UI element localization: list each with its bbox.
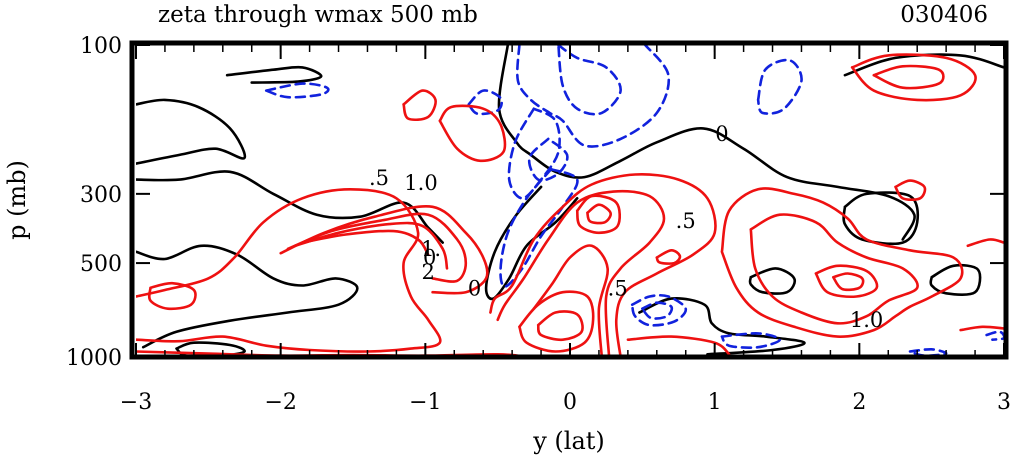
y-tick-label-0: 100 <box>80 34 122 59</box>
contour-line-positive-34 <box>301 229 430 256</box>
contour-line-zero-3 <box>136 244 359 349</box>
contour-label-6: 0 <box>468 277 481 301</box>
x-tick-label-6: 3 <box>997 390 1011 415</box>
contour-line-negative-20 <box>630 293 688 327</box>
contour-line-positive-39 <box>536 310 584 342</box>
contour-label-5: 2 <box>422 260 435 284</box>
contour-line-positive-30 <box>872 64 945 90</box>
contour-line-positive-25 <box>136 188 442 353</box>
contour-line-negative-16 <box>527 137 569 182</box>
x-axis-ticks: −3 −2 −1 0 1 2 3 <box>120 45 1011 415</box>
contour-line-positive-44 <box>749 213 919 325</box>
contour-line-negative-15 <box>557 45 622 116</box>
contour-line-zero-7 <box>638 297 806 356</box>
contour-line-negative-13 <box>499 167 579 288</box>
contour-line-negative-22 <box>720 332 782 349</box>
contour-line-positive-46 <box>832 272 865 292</box>
chart-title: zeta through wmax 500 mb <box>158 2 478 28</box>
contour-line-zero-4 <box>136 98 247 165</box>
contour-line-positive-41 <box>586 203 612 225</box>
contour-label-3: .5 <box>676 209 696 233</box>
contour-line-positive-48 <box>894 179 927 202</box>
contour-line-positive-29 <box>850 53 977 102</box>
contour-line-negative-17 <box>264 82 330 99</box>
contour-line-zero-8 <box>842 191 920 246</box>
contour-line-positive-36 <box>496 189 666 357</box>
contour-line-positive-28 <box>147 281 197 311</box>
contour-line-positive-47 <box>655 249 682 265</box>
contour-line-positive-33 <box>293 221 449 270</box>
contour-label-8: .5 <box>608 277 628 301</box>
y-axis-label: p (mb) <box>3 160 31 240</box>
y-tick-label-3: 1000 <box>66 346 122 371</box>
contour-line-zero-10 <box>929 263 982 296</box>
contour-line-positive-38 <box>518 290 595 353</box>
date-label: 030406 <box>900 2 988 28</box>
x-tick-label-4: 1 <box>708 390 722 415</box>
contour-line-zero-2 <box>136 170 444 244</box>
x-axis-label: y (lat) <box>532 427 605 455</box>
contour-label-4: 1. <box>421 237 441 261</box>
contour-line-zero-6 <box>843 53 1004 77</box>
y-axis-ticks: 100 300 500 1000 <box>66 34 1004 371</box>
contour-line-positive-37 <box>532 244 609 357</box>
contour-line-positive-45 <box>814 264 879 299</box>
y-tick-label-1: 300 <box>80 183 122 208</box>
contour-line-positive-32 <box>286 212 468 283</box>
contour-label-1: 1.0 <box>404 171 437 195</box>
contour-line-positive-49 <box>966 238 1004 248</box>
x-tick-label-1: −2 <box>264 390 296 415</box>
contour-line-positive-50 <box>959 325 1004 332</box>
x-tick-label-5: 2 <box>852 390 866 415</box>
contour-line-positive-51 <box>626 335 731 356</box>
y-tick-label-2: 500 <box>80 252 122 277</box>
contour-label-0: .5 <box>369 166 389 190</box>
contour-line-negative-19 <box>467 89 504 116</box>
contour-line-negative-24 <box>985 330 1004 341</box>
contour-line-zero-5 <box>225 65 323 84</box>
x-tick-label-0: −3 <box>120 390 152 415</box>
contour-line-negative-14 <box>507 107 561 200</box>
contour-line-zero-9 <box>748 267 796 295</box>
contour-line-positive-43 <box>720 187 964 338</box>
contour-line-positive-27 <box>402 89 437 122</box>
contour-line-negative-18 <box>756 58 803 115</box>
contour-line-positive-26 <box>438 104 507 163</box>
contour-line-positive-31 <box>279 204 489 295</box>
contour-label-7: 0 <box>423 246 436 270</box>
x-tick-label-3: 0 <box>563 390 577 415</box>
x-tick-label-2: −1 <box>409 390 441 415</box>
contour-line-negative-12 <box>515 45 671 148</box>
contour-line-negative-21 <box>641 301 674 320</box>
contour-line-positive-40 <box>575 194 621 235</box>
contour-labels: .5 1.00.51.200.51.0 <box>369 122 883 332</box>
contour-label-9: 1.0 <box>850 308 883 332</box>
contour-label-2: 0 <box>715 122 728 146</box>
contour-line-positive-35 <box>489 173 717 357</box>
